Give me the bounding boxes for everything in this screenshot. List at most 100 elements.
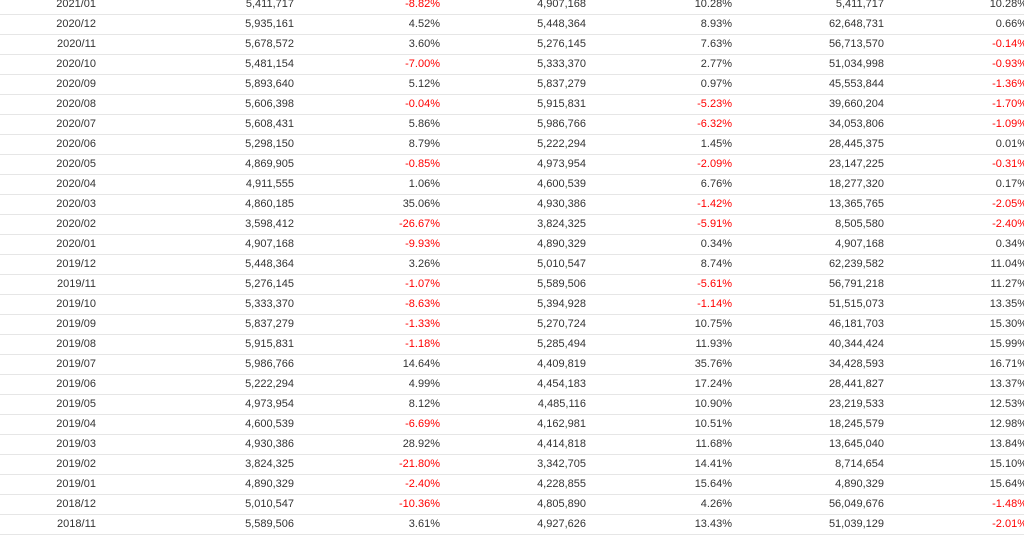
cumulative-change-cell: 13.84% bbox=[884, 434, 1024, 455]
prev-year-change-cell: -1.14% bbox=[586, 294, 732, 315]
month-cell: 2019/03 bbox=[0, 434, 100, 455]
table-row: 2020/04 4,911,555 1.06% 4,600,539 6.76% 18,27… bbox=[0, 174, 1024, 195]
value-cell: 5,298,150 bbox=[100, 134, 294, 155]
prev-year-value-cell: 5,986,766 bbox=[440, 114, 586, 135]
prev-year-change-cell: 2.77% bbox=[586, 54, 732, 75]
table-row: 2019/08 5,915,831 -1.18% 5,285,494 11.93% 40,… bbox=[0, 334, 1024, 355]
prev-year-value-cell: 5,448,364 bbox=[440, 14, 586, 35]
month-cell: 2019/09 bbox=[0, 314, 100, 335]
prev-year-value-cell: 5,285,494 bbox=[440, 334, 586, 355]
cumulative-change-cell: -2.05% bbox=[884, 194, 1024, 215]
prev-year-value-cell: 5,589,506 bbox=[440, 274, 586, 295]
month-cell: 2020/06 bbox=[0, 134, 100, 155]
month-cell: 2020/03 bbox=[0, 194, 100, 215]
prev-year-value-cell: 4,927,626 bbox=[440, 514, 586, 535]
value-cell: 5,276,145 bbox=[100, 274, 294, 295]
prev-year-change-cell: 35.76% bbox=[586, 354, 732, 375]
prev-year-change-cell: 1.45% bbox=[586, 134, 732, 155]
month-cell: 2020/09 bbox=[0, 74, 100, 95]
value-change-cell: 4.52% bbox=[294, 14, 440, 35]
cumulative-value-cell: 5,411,717 bbox=[732, 0, 884, 15]
value-cell: 5,448,364 bbox=[100, 254, 294, 275]
cumulative-value-cell: 23,219,533 bbox=[732, 394, 884, 415]
prev-year-value-cell: 5,270,724 bbox=[440, 314, 586, 335]
value-cell: 4,911,555 bbox=[100, 174, 294, 195]
cumulative-change-cell: 0.17% bbox=[884, 174, 1024, 195]
cumulative-change-cell: 0.66% bbox=[884, 14, 1024, 35]
table-row: 2020/03 4,860,185 35.06% 4,930,386 -1.42% 13,… bbox=[0, 194, 1024, 215]
table-row: 2020/08 5,606,398 -0.04% 5,915,831 -5.23% 39,… bbox=[0, 94, 1024, 115]
cumulative-value-cell: 13,645,040 bbox=[732, 434, 884, 455]
prev-year-value-cell: 4,890,329 bbox=[440, 234, 586, 255]
value-change-cell: 35.06% bbox=[294, 194, 440, 215]
prev-year-change-cell: -5.61% bbox=[586, 274, 732, 295]
value-change-cell: -1.33% bbox=[294, 314, 440, 335]
cumulative-change-cell: 13.37% bbox=[884, 374, 1024, 395]
value-change-cell: 3.60% bbox=[294, 34, 440, 55]
prev-year-value-cell: 4,162,981 bbox=[440, 414, 586, 435]
cumulative-value-cell: 34,428,593 bbox=[732, 354, 884, 375]
cumulative-change-cell: -1.70% bbox=[884, 94, 1024, 115]
value-cell: 4,600,539 bbox=[100, 414, 294, 435]
value-change-cell: 28.92% bbox=[294, 434, 440, 455]
month-cell: 2020/04 bbox=[0, 174, 100, 195]
prev-year-value-cell: 5,276,145 bbox=[440, 34, 586, 55]
cumulative-change-cell: 15.64% bbox=[884, 474, 1024, 495]
cumulative-change-cell: 12.53% bbox=[884, 394, 1024, 415]
value-change-cell: -9.93% bbox=[294, 234, 440, 255]
prev-year-change-cell: 8.93% bbox=[586, 14, 732, 35]
prev-year-value-cell: 4,907,168 bbox=[440, 0, 586, 15]
prev-year-value-cell: 5,837,279 bbox=[440, 74, 586, 95]
month-cell: 2019/11 bbox=[0, 274, 100, 295]
month-cell: 2018/11 bbox=[0, 514, 100, 535]
month-cell: 2019/10 bbox=[0, 294, 100, 315]
table-row: 2019/07 5,986,766 14.64% 4,409,819 35.76% 34,… bbox=[0, 354, 1024, 375]
table-row: 2020/01 4,907,168 -9.93% 4,890,329 0.34% 4,90… bbox=[0, 234, 1024, 255]
value-cell: 5,010,547 bbox=[100, 494, 294, 515]
value-cell: 5,837,279 bbox=[100, 314, 294, 335]
prev-year-change-cell: 4.26% bbox=[586, 494, 732, 515]
table-row: 2020/05 4,869,905 -0.85% 4,973,954 -2.09% 23,… bbox=[0, 154, 1024, 175]
table-row: 2020/10 5,481,154 -7.00% 5,333,370 2.77% 51,0… bbox=[0, 54, 1024, 75]
cumulative-value-cell: 62,239,582 bbox=[732, 254, 884, 275]
cumulative-value-cell: 56,713,570 bbox=[732, 34, 884, 55]
prev-year-value-cell: 5,010,547 bbox=[440, 254, 586, 275]
cumulative-change-cell: 15.99% bbox=[884, 334, 1024, 355]
prev-year-change-cell: 8.74% bbox=[586, 254, 732, 275]
cumulative-change-cell: -2.40% bbox=[884, 214, 1024, 235]
prev-year-change-cell: 0.97% bbox=[586, 74, 732, 95]
table-row: 2019/10 5,333,370 -8.63% 5,394,928 -1.14% 51,… bbox=[0, 294, 1024, 315]
prev-year-change-cell: 14.41% bbox=[586, 454, 732, 475]
prev-year-value-cell: 4,485,116 bbox=[440, 394, 586, 415]
value-change-cell: 14.64% bbox=[294, 354, 440, 375]
value-cell: 3,598,412 bbox=[100, 214, 294, 235]
value-cell: 5,915,831 bbox=[100, 334, 294, 355]
cumulative-change-cell: -2.01% bbox=[884, 514, 1024, 535]
value-cell: 5,411,717 bbox=[100, 0, 294, 15]
prev-year-value-cell: 5,222,294 bbox=[440, 134, 586, 155]
cumulative-change-cell: 11.04% bbox=[884, 254, 1024, 275]
table-row: 2020/11 5,678,572 3.60% 5,276,145 7.63% 56,71… bbox=[0, 34, 1024, 55]
cumulative-value-cell: 4,907,168 bbox=[732, 234, 884, 255]
prev-year-value-cell: 4,805,890 bbox=[440, 494, 586, 515]
month-cell: 2019/08 bbox=[0, 334, 100, 355]
cumulative-value-cell: 18,277,320 bbox=[732, 174, 884, 195]
prev-year-value-cell: 4,414,818 bbox=[440, 434, 586, 455]
month-cell: 2020/07 bbox=[0, 114, 100, 135]
value-change-cell: -1.18% bbox=[294, 334, 440, 355]
cumulative-change-cell: -0.31% bbox=[884, 154, 1024, 175]
value-cell: 4,907,168 bbox=[100, 234, 294, 255]
prev-year-change-cell: -6.32% bbox=[586, 114, 732, 135]
cumulative-value-cell: 56,791,218 bbox=[732, 274, 884, 295]
cumulative-value-cell: 51,515,073 bbox=[732, 294, 884, 315]
value-cell: 5,589,506 bbox=[100, 514, 294, 535]
cumulative-change-cell: 10.28% bbox=[884, 0, 1024, 15]
prev-year-change-cell: 11.93% bbox=[586, 334, 732, 355]
value-change-cell: -8.63% bbox=[294, 294, 440, 315]
cumulative-change-cell: 0.34% bbox=[884, 234, 1024, 255]
cumulative-value-cell: 56,049,676 bbox=[732, 494, 884, 515]
month-cell: 2019/01 bbox=[0, 474, 100, 495]
cumulative-change-cell: -1.09% bbox=[884, 114, 1024, 135]
prev-year-value-cell: 5,394,928 bbox=[440, 294, 586, 315]
value-cell: 5,986,766 bbox=[100, 354, 294, 375]
